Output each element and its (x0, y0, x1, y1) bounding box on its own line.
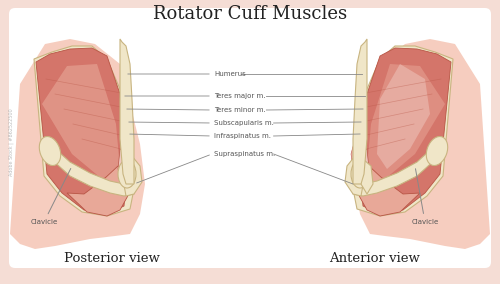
Text: Teres minor m.: Teres minor m. (214, 107, 266, 113)
Polygon shape (353, 149, 369, 192)
Polygon shape (355, 39, 490, 249)
Polygon shape (351, 139, 363, 184)
Text: Clavicle: Clavicle (30, 168, 71, 225)
Polygon shape (50, 144, 134, 196)
Ellipse shape (351, 160, 369, 188)
Text: Anterior view: Anterior view (330, 252, 420, 266)
Ellipse shape (426, 137, 448, 166)
Text: Rotator Cuff Muscles: Rotator Cuff Muscles (153, 5, 347, 23)
Polygon shape (353, 46, 453, 216)
Ellipse shape (118, 160, 136, 188)
Polygon shape (377, 64, 430, 169)
Text: Humerus: Humerus (214, 71, 246, 77)
Text: Posterior view: Posterior view (64, 252, 160, 266)
Polygon shape (120, 39, 134, 184)
Polygon shape (357, 166, 420, 216)
Polygon shape (10, 39, 145, 249)
Polygon shape (34, 46, 134, 216)
Polygon shape (345, 156, 365, 196)
Polygon shape (353, 39, 367, 184)
Text: Subscapularis m.: Subscapularis m. (214, 120, 274, 126)
Polygon shape (36, 48, 126, 214)
Ellipse shape (40, 137, 60, 166)
Polygon shape (118, 149, 134, 192)
Text: Clavicle: Clavicle (412, 169, 438, 225)
Text: Supraspinatus m.: Supraspinatus m. (214, 151, 275, 157)
Polygon shape (357, 159, 373, 194)
Polygon shape (67, 166, 130, 216)
Text: Adobe Stock | #862522500: Adobe Stock | #862522500 (8, 108, 14, 176)
Text: Infraspinatus m.: Infraspinatus m. (214, 133, 271, 139)
Polygon shape (367, 64, 445, 179)
Polygon shape (42, 64, 120, 179)
Polygon shape (122, 156, 142, 196)
Text: Teres major m.: Teres major m. (214, 93, 266, 99)
Polygon shape (353, 144, 437, 196)
FancyBboxPatch shape (9, 8, 491, 268)
Polygon shape (361, 48, 451, 214)
